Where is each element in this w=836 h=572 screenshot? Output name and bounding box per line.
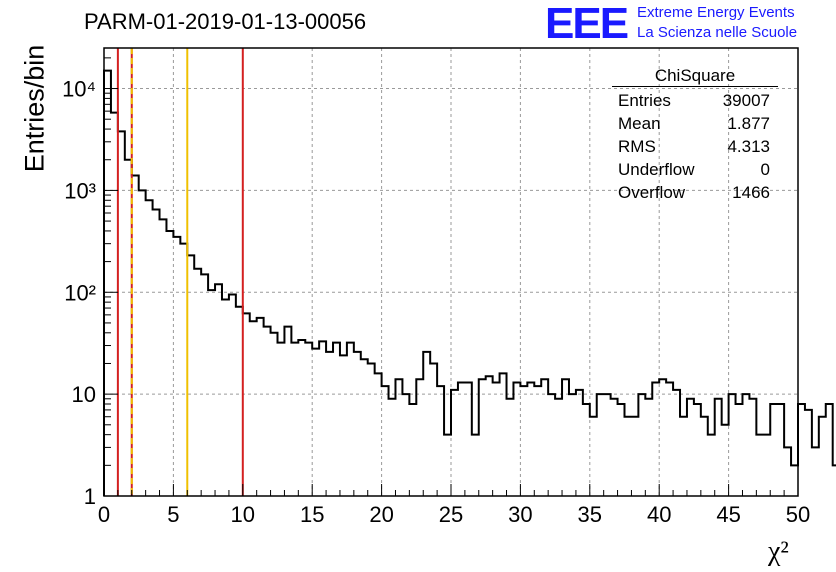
x-tick-label: 25 <box>439 502 463 527</box>
stats-value: 1466 <box>732 183 770 202</box>
x-tick-label: 45 <box>716 502 740 527</box>
stats-label: RMS <box>618 137 656 156</box>
x-tick-label: 15 <box>300 502 324 527</box>
x-tick-label: 5 <box>167 502 179 527</box>
logo-caption: Extreme Energy Events La Scienza nelle S… <box>637 3 797 43</box>
histogram-line <box>103 69 836 496</box>
y-tick-label: 1 <box>84 484 96 509</box>
stats-value: 39007 <box>722 91 770 110</box>
stats-label: Overflow <box>618 183 686 202</box>
chart-title: PARM-01-2019-01-13-00056 <box>84 9 367 34</box>
y-tick-label: 10³ <box>64 178 96 203</box>
stats-row-overflow: Overflow 1466 <box>612 181 778 204</box>
y-tick-label: 10 <box>72 382 96 407</box>
stats-box: ChiSquare Entries 39007 Mean 1.877 RMS 4.31… <box>612 66 778 204</box>
y-axis-label: Entries/bin <box>19 44 50 173</box>
x-tick-label: 35 <box>578 502 602 527</box>
x-tick-label: 50 <box>786 502 810 527</box>
x-tick-label: 40 <box>647 502 671 527</box>
stats-value: 0 <box>760 160 770 179</box>
x-tick-label: 30 <box>508 502 532 527</box>
stats-value: 4.313 <box>727 137 770 156</box>
stats-label: Entries <box>618 91 671 110</box>
stats-row-entries: Entries 39007 <box>612 89 778 112</box>
x-tick-label: 0 <box>98 502 110 527</box>
y-tick-label: 10⁴ <box>62 77 96 102</box>
eee-logo: EEE <box>545 0 629 48</box>
x-tick-label: 20 <box>369 502 393 527</box>
stats-title: ChiSquare <box>612 66 778 87</box>
logo-line-2: La Scienza nelle Scuole <box>637 24 798 41</box>
y-tick-label: 10² <box>64 280 96 305</box>
stats-label: Underflow <box>618 160 695 179</box>
stats-row-underflow: Underflow 0 <box>612 158 778 181</box>
stats-label: Mean <box>618 114 661 133</box>
x-axis-label: χ² <box>768 536 789 567</box>
stats-row-mean: Mean 1.877 <box>612 112 778 135</box>
x-tick-label: 10 <box>231 502 255 527</box>
logo-line-1: Extreme Energy Events <box>637 4 795 21</box>
stats-row-rms: RMS 4.313 <box>612 135 778 158</box>
stats-value: 1.877 <box>727 114 770 133</box>
